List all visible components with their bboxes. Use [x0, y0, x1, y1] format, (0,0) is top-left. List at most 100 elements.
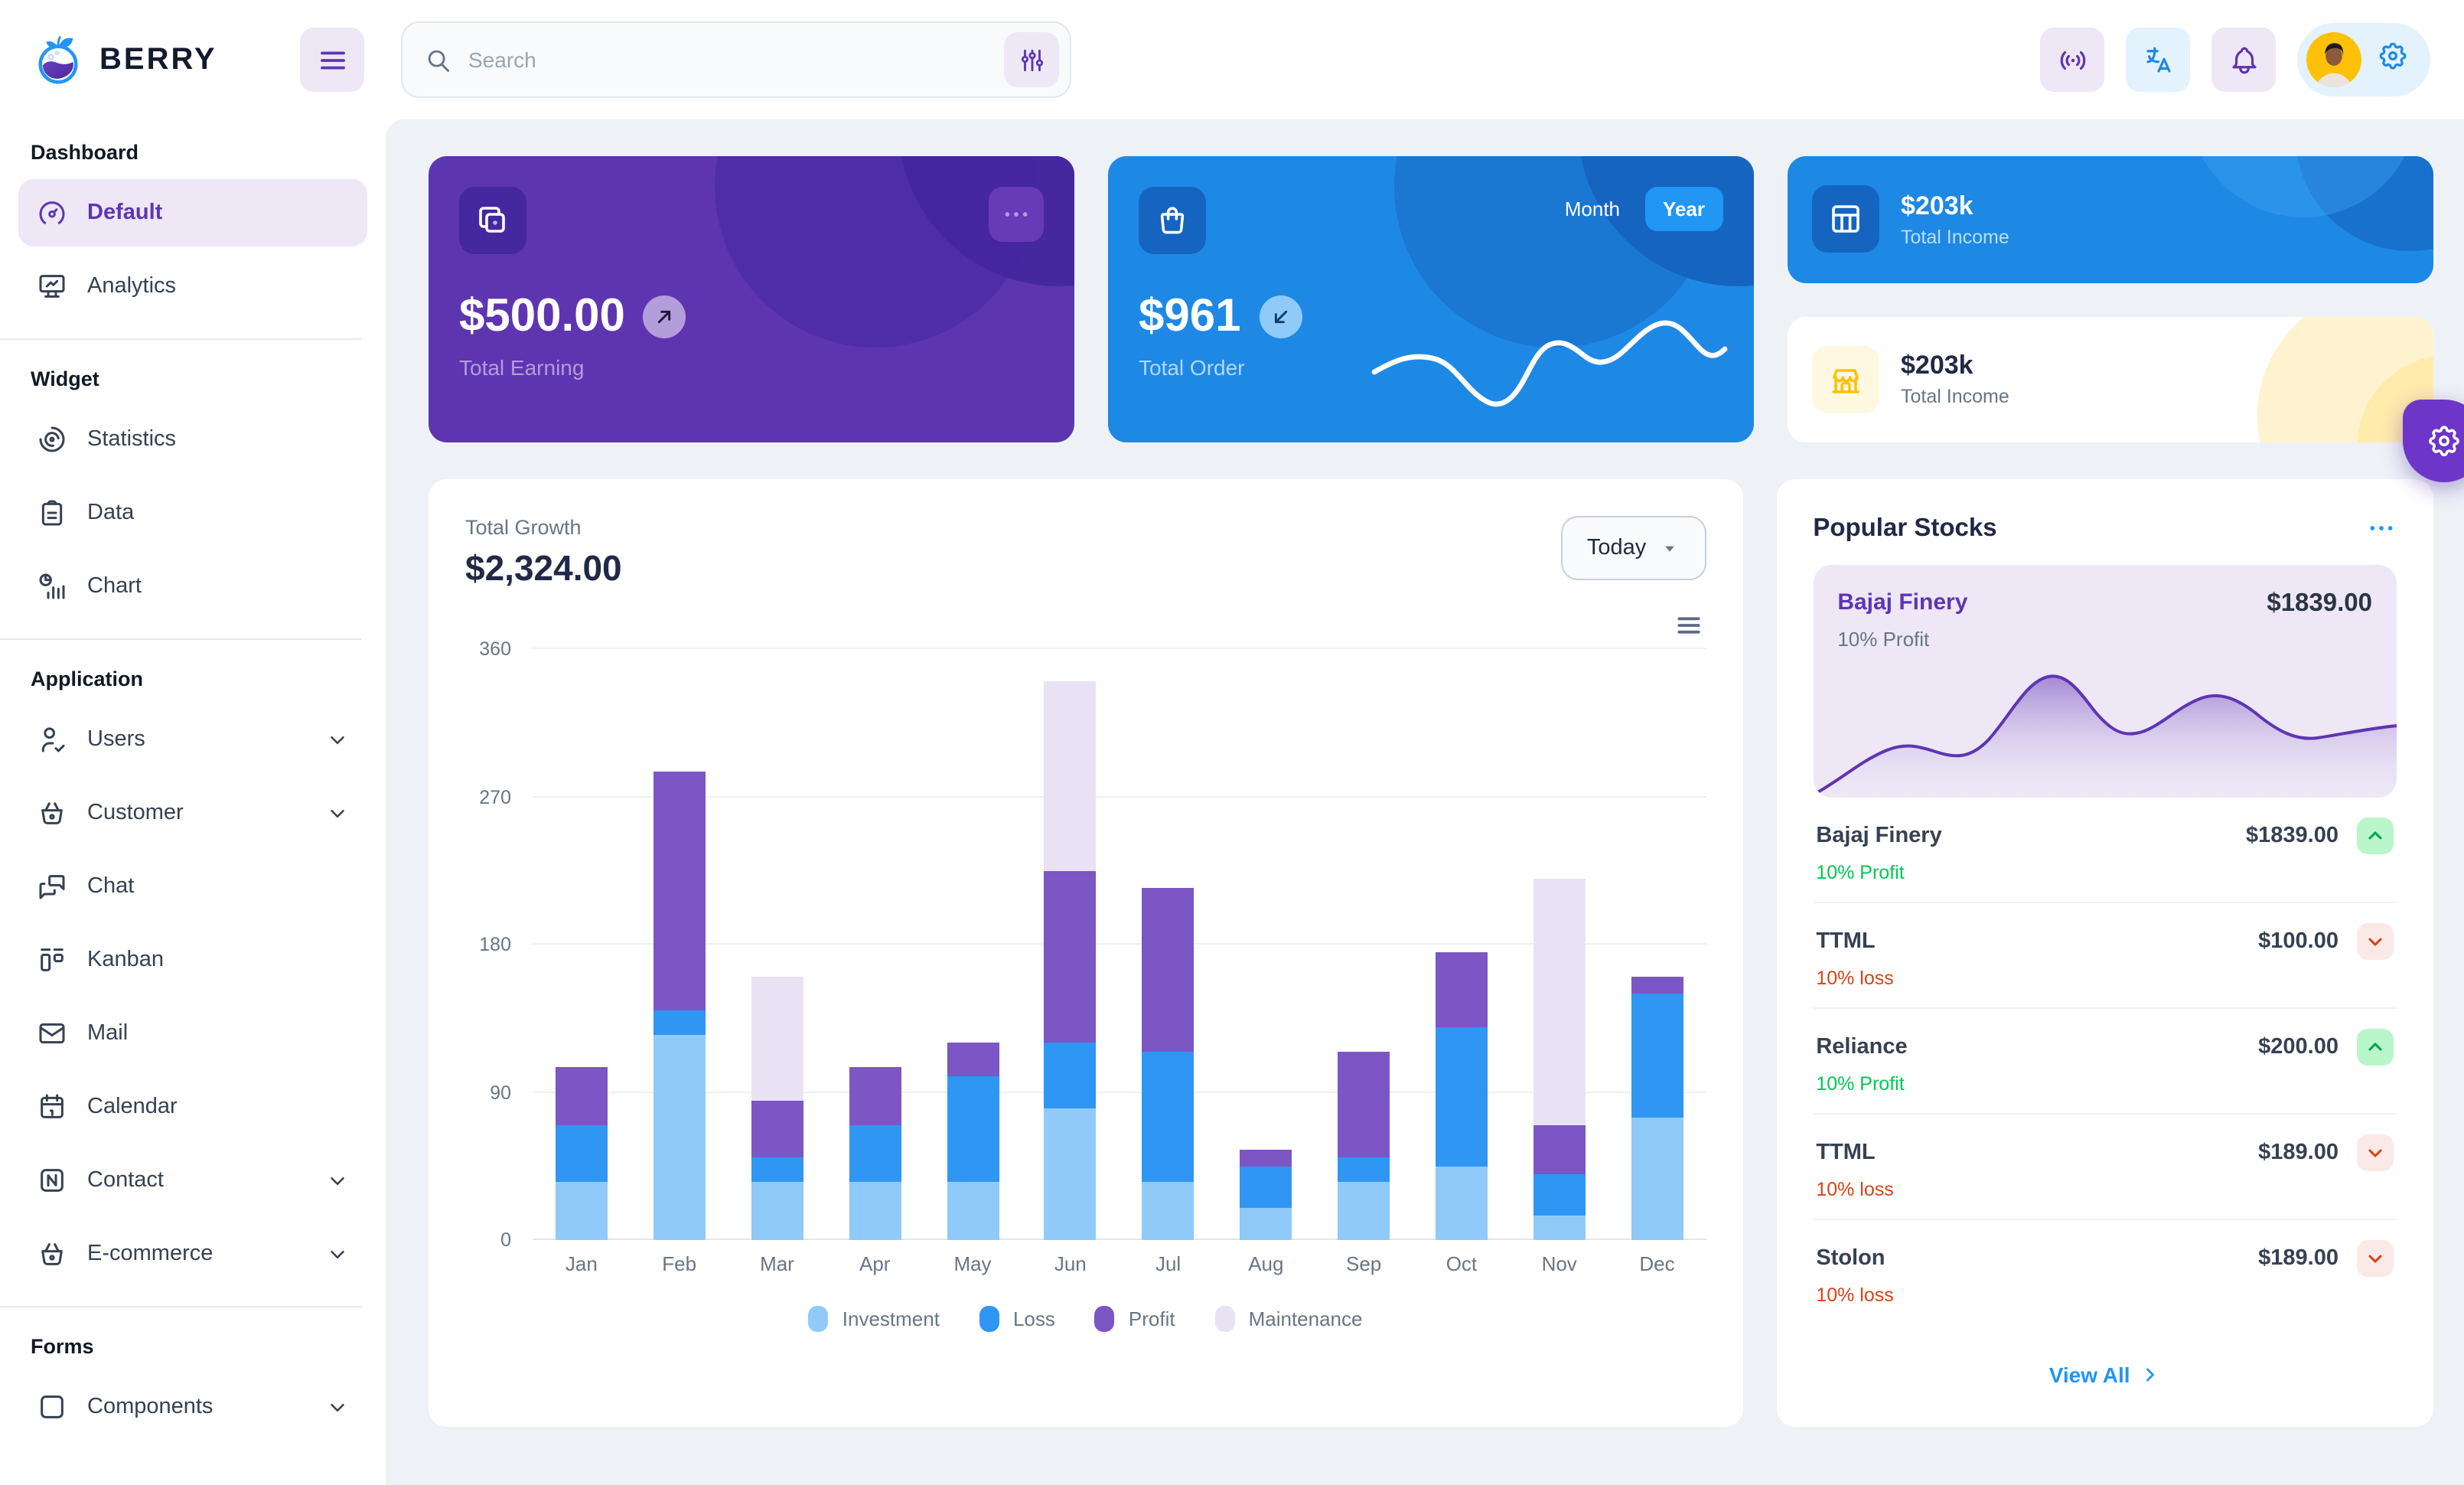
range-value: Today	[1586, 536, 1647, 560]
kanban-icon	[37, 945, 67, 975]
bar-mar[interactable]	[728, 649, 826, 1240]
segment-profit	[555, 1067, 608, 1125]
sidebar-item-label: Contact	[87, 1168, 164, 1193]
brand-logo[interactable]: BERRY	[31, 32, 217, 87]
bar-dec[interactable]	[1608, 649, 1706, 1240]
theme-settings-fab[interactable]	[2403, 400, 2464, 482]
bar-jul[interactable]	[1120, 649, 1217, 1240]
x-tick-label: Nov	[1541, 1252, 1577, 1275]
range-select[interactable]: Today	[1560, 516, 1706, 580]
chevron-down-icon	[331, 736, 344, 743]
featured-stock-card[interactable]: Bajaj Finery $1839.00 10% Profit	[1813, 565, 2397, 798]
gridline	[533, 1091, 1706, 1092]
segment-maintenance	[1533, 879, 1586, 1125]
segment-investment	[1435, 1166, 1488, 1240]
stock-row-bajaj-finery-0[interactable]: Bajaj Finery $1839.00 10% Profit	[1813, 798, 2397, 903]
view-all-link[interactable]: View All	[1813, 1341, 2397, 1393]
chevron-down-icon	[2368, 1149, 2382, 1157]
bar-aug[interactable]	[1217, 649, 1315, 1240]
profile-menu-button[interactable]	[2297, 23, 2430, 96]
stock-row-stolon-4[interactable]: Stolon $189.00 10% loss	[1813, 1220, 2397, 1324]
stock-row-reliance-2[interactable]: Reliance $200.00 10% Profit	[1813, 1009, 2397, 1115]
sidebar-item-statistics[interactable]: Statistics	[18, 406, 367, 473]
broadcast-button[interactable]	[2040, 28, 2104, 92]
bar-sep[interactable]	[1315, 649, 1413, 1240]
chart-infographic-icon	[39, 573, 65, 599]
legend-item-loss[interactable]: Loss	[979, 1306, 1055, 1332]
featured-stock-price: $1839.00	[2267, 589, 2372, 617]
segment-profit	[1338, 1051, 1390, 1158]
bar-jun[interactable]	[1022, 649, 1120, 1240]
trend-up-badge[interactable]	[643, 295, 686, 338]
bar-apr[interactable]	[826, 649, 924, 1240]
legend-item-investment[interactable]: Investment	[808, 1306, 940, 1332]
stacked-bar	[555, 649, 608, 1240]
bar-may[interactable]	[924, 649, 1022, 1240]
sidebar-item-e-commerce[interactable]: E-commerce	[18, 1220, 367, 1288]
gridline	[533, 1239, 1706, 1240]
segment-investment	[1338, 1182, 1390, 1240]
notifications-button[interactable]	[2211, 28, 2276, 92]
adjustments-icon	[1020, 48, 1043, 71]
stacked-bar	[1631, 649, 1683, 1240]
stock-row-ttml-3[interactable]: TTML $189.00 10% loss	[1813, 1115, 2397, 1220]
sidebar-item-kanban[interactable]: Kanban	[18, 926, 367, 994]
sidebar-item-data[interactable]: Data	[18, 479, 367, 547]
search-icon	[428, 49, 450, 71]
toggle-year-button[interactable]: Year	[1644, 187, 1723, 231]
legend-marker	[1094, 1306, 1115, 1332]
bar-nov[interactable]	[1511, 649, 1608, 1240]
x-tick-label: Jul	[1155, 1252, 1181, 1275]
messages-icon	[39, 875, 65, 899]
x-tick-label: Oct	[1445, 1252, 1478, 1275]
language-button[interactable]	[2126, 28, 2190, 92]
stacked-bar	[1240, 649, 1292, 1240]
stacked-bar	[849, 649, 901, 1240]
trend-down-badge[interactable]	[1259, 295, 1302, 338]
berry-logo-icon	[38, 36, 78, 84]
user-check-icon	[41, 727, 65, 752]
sidebar-item-components[interactable]: Components	[18, 1373, 367, 1441]
stacked-bar	[1435, 649, 1488, 1240]
header-actions	[2040, 23, 2464, 96]
chevron-down-icon	[326, 1395, 349, 1418]
legend-item-profit[interactable]: Profit	[1094, 1306, 1175, 1332]
segment-loss	[849, 1124, 901, 1183]
chart-menu-icon[interactable]	[465, 611, 1703, 640]
chevron-down-icon	[2368, 1255, 2382, 1263]
earning-card-menu-button[interactable]	[989, 187, 1044, 242]
sidebar-item-contact[interactable]: Contact	[18, 1147, 367, 1214]
search-input[interactable]	[453, 47, 1004, 72]
sidebar-item-chat[interactable]: Chat	[18, 853, 367, 920]
arrow-down-left-icon	[1274, 310, 1287, 324]
wallet-copy-icon-tile	[459, 187, 526, 254]
growth-title: Total Growth	[465, 516, 582, 539]
segment-loss	[1142, 1051, 1195, 1183]
segment-profit	[1435, 952, 1488, 1027]
sidebar-item-users[interactable]: Users	[18, 706, 367, 773]
x-tick-label: Sep	[1346, 1252, 1382, 1275]
sidebar-item-label: Analytics	[87, 274, 177, 299]
stacked-bar	[1533, 649, 1586, 1240]
sidebar-item-mail[interactable]: Mail	[18, 1000, 367, 1067]
stock-price: $189.00	[2258, 1246, 2339, 1271]
toggle-month-button[interactable]: Month	[1547, 187, 1638, 231]
stock-trend-up-badge	[2357, 1029, 2394, 1066]
sidebar-item-analytics[interactable]: Analytics	[18, 253, 367, 320]
sidebar-item-calendar[interactable]: Calendar	[18, 1073, 367, 1141]
sidebar-item-chart[interactable]: Chart	[18, 553, 367, 620]
legend-item-maintenance[interactable]: Maintenance	[1214, 1306, 1363, 1332]
bar-jan[interactable]	[533, 649, 631, 1240]
sidebar-toggle-button[interactable]	[300, 28, 364, 92]
stocks-menu-button[interactable]	[2366, 513, 2397, 543]
search-filter-button[interactable]	[1004, 32, 1059, 87]
stock-row-ttml-1[interactable]: TTML $100.00 10% loss	[1813, 903, 2397, 1009]
bar-feb[interactable]	[631, 649, 728, 1240]
stock-trend-down-badge	[2357, 1134, 2394, 1171]
total-growth-card: Total Growth $2,324.00 Today 0 90 180 270 36…	[429, 479, 1743, 1427]
chevron-down-icon	[331, 1177, 344, 1184]
bar-oct[interactable]	[1413, 649, 1511, 1240]
avatar	[2306, 32, 2361, 87]
sidebar-item-customer[interactable]: Customer	[18, 779, 367, 847]
sidebar-item-default[interactable]: Default	[18, 179, 367, 246]
